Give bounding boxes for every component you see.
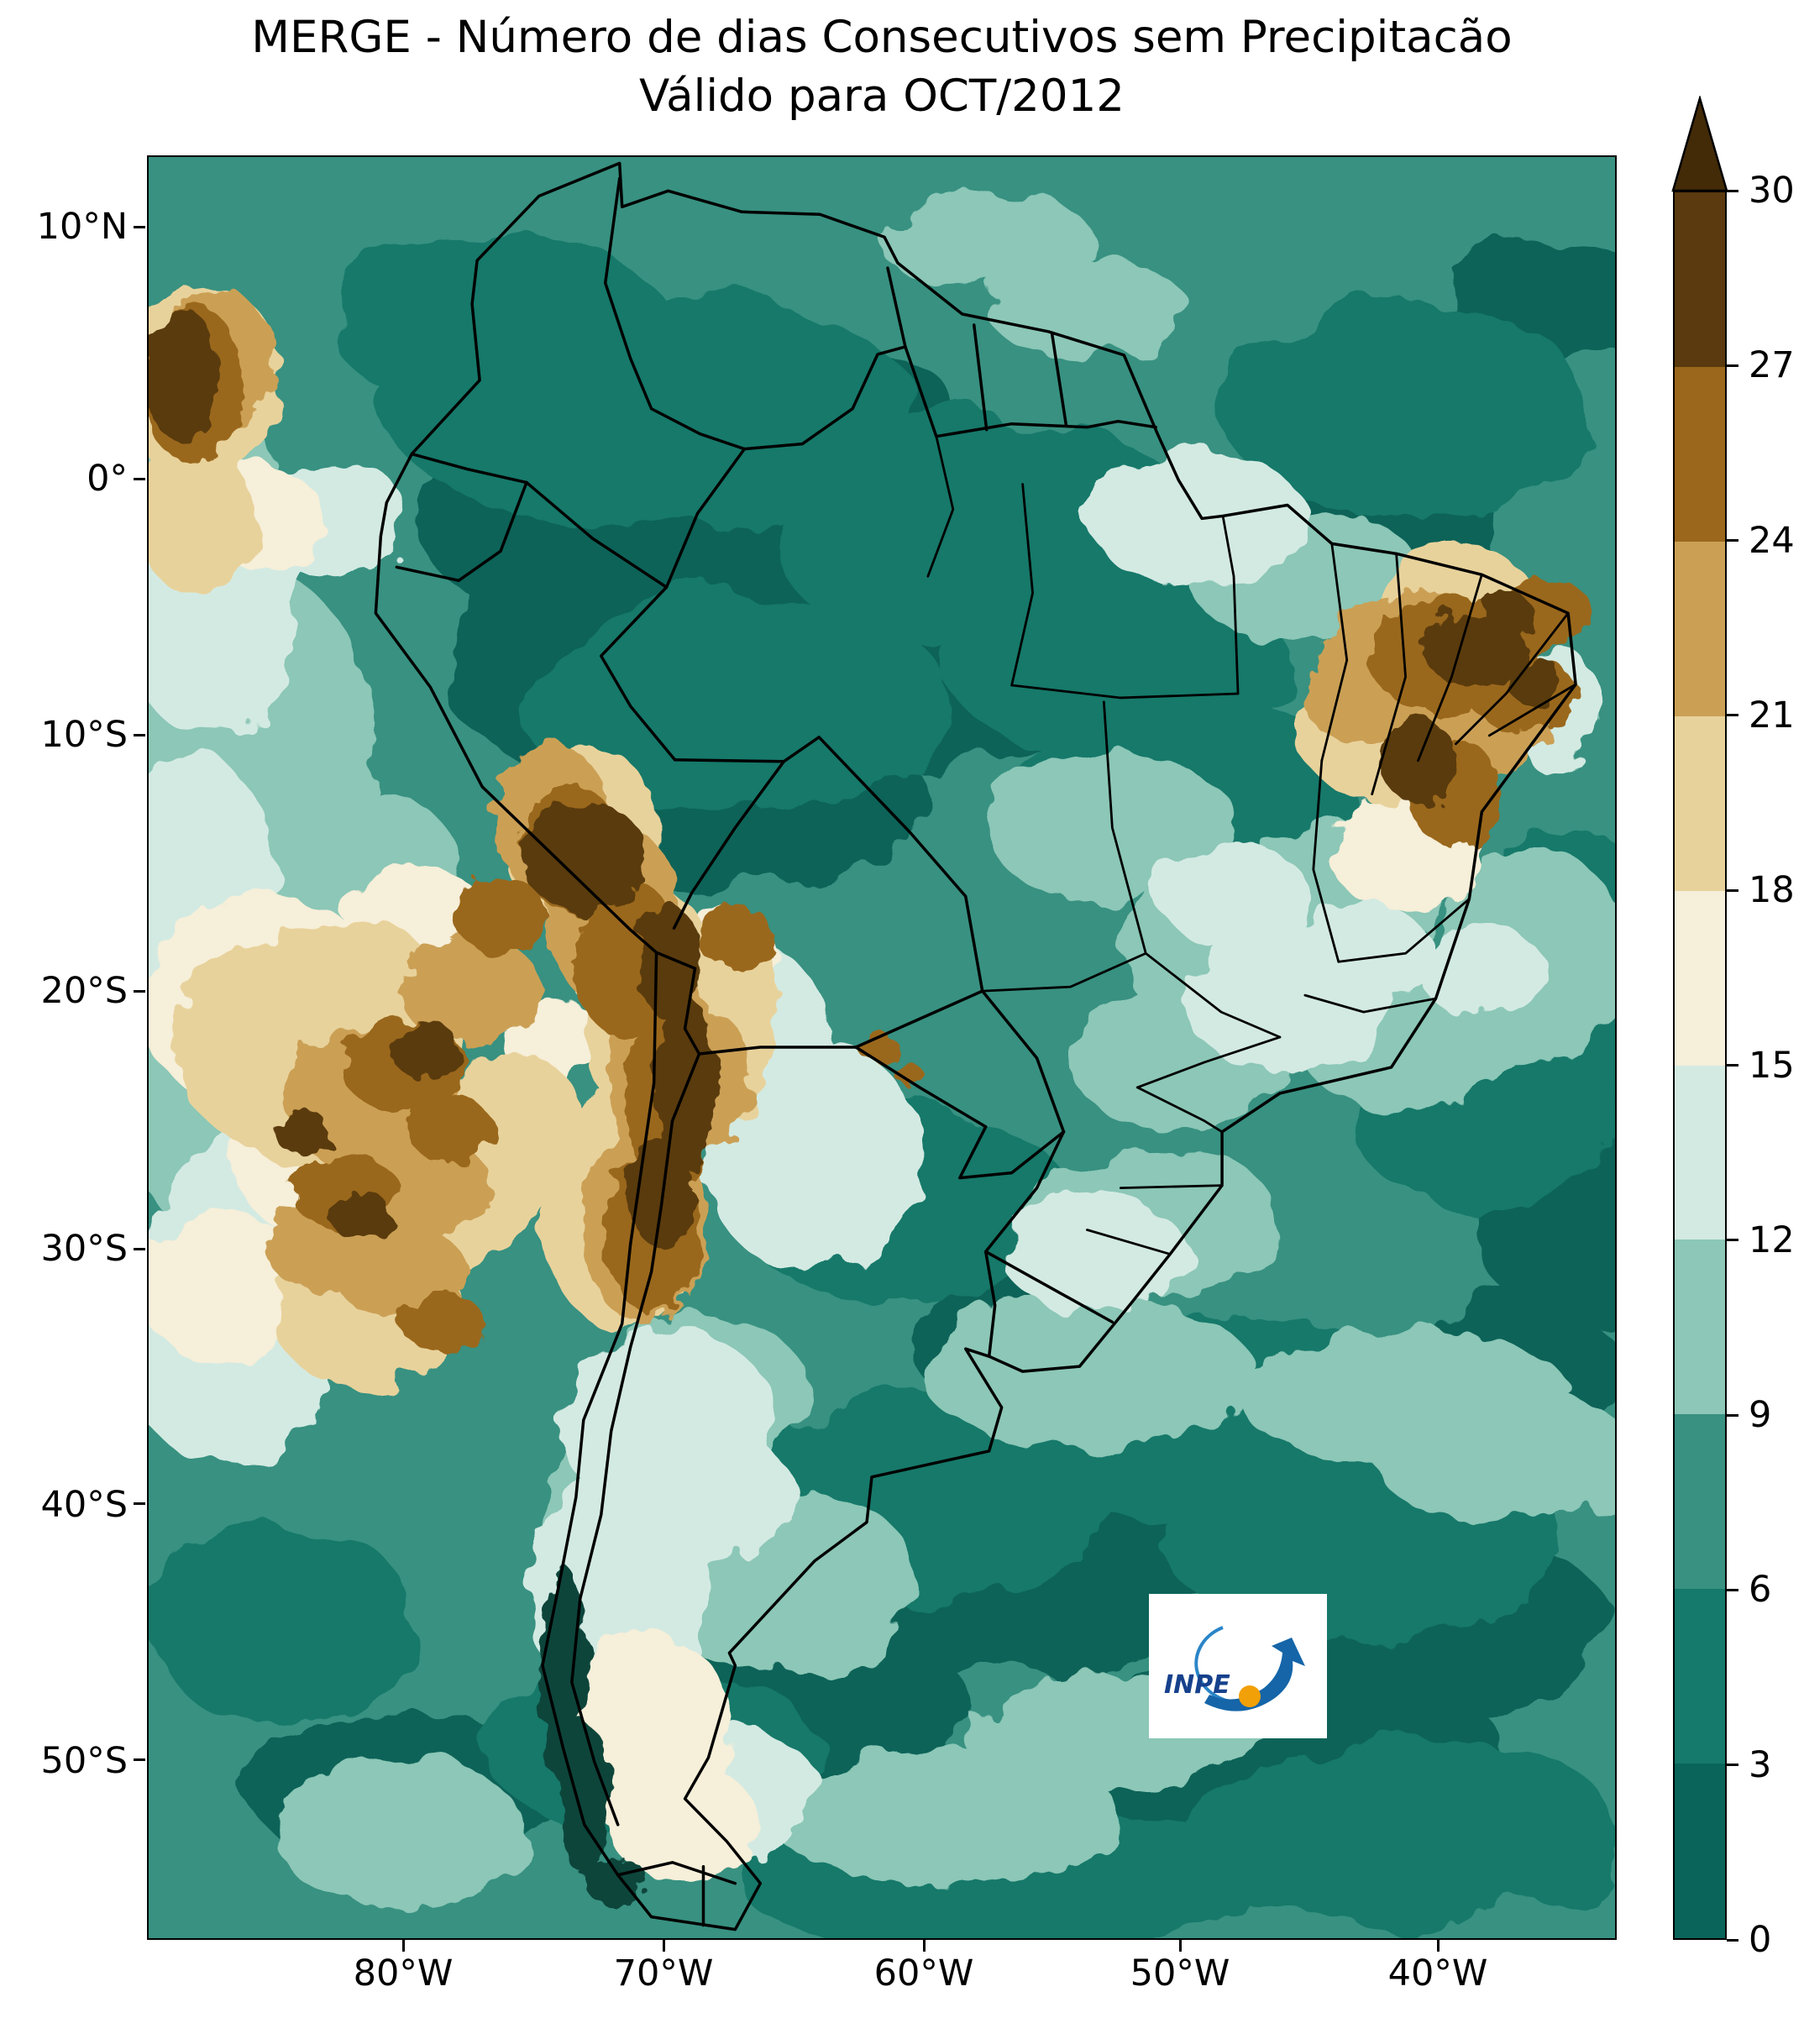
colorbar-tick-label: 15 <box>1749 1045 1795 1087</box>
x-tick-label: 40°W <box>1387 1952 1488 1994</box>
tick-mark <box>134 733 145 736</box>
colorbar-segment <box>1675 1589 1725 1764</box>
tick-mark <box>1436 1940 1440 1952</box>
colorbar-segment <box>1675 1240 1725 1415</box>
tick-mark <box>1727 189 1738 192</box>
y-tick-label: 40°S <box>40 1484 128 1526</box>
colorbar-tick-label: 3 <box>1749 1744 1772 1786</box>
colorbar-tick-label: 30 <box>1749 170 1795 212</box>
tick-mark <box>1727 1588 1738 1591</box>
state-borders <box>926 435 1577 1255</box>
y-tick-label: 10°N <box>36 206 128 248</box>
y-tick-label: 10°S <box>40 714 128 756</box>
colorbar-segments <box>1673 191 1727 1940</box>
tick-mark <box>134 1758 145 1761</box>
map-plot <box>147 155 1617 1940</box>
tick-mark <box>134 477 145 480</box>
x-tick-label: 50°W <box>1130 1952 1230 1994</box>
colorbar-tick-label: 18 <box>1749 869 1795 911</box>
inpe-logo-graphic: INPE <box>1149 1594 1327 1738</box>
inpe-orange-dot-icon <box>1239 1685 1261 1707</box>
colorbar-tick-label: 0 <box>1749 1919 1772 1961</box>
colorbar-segment <box>1675 541 1725 716</box>
colorbar-tick-label: 12 <box>1749 1219 1795 1261</box>
x-tick-label: 80°W <box>353 1952 454 1994</box>
tick-mark <box>1727 714 1738 717</box>
title-line1: MERGE - Número de dias Consecutivos sem … <box>251 12 1513 63</box>
colorbar-tick-label: 21 <box>1749 694 1795 736</box>
colorbar-segment <box>1675 890 1725 1066</box>
tick-mark <box>134 225 145 228</box>
tick-mark <box>1727 1064 1738 1067</box>
x-tick-label: 60°W <box>873 1952 974 1994</box>
raster-darkbrown-patches <box>149 308 1565 1247</box>
tick-mark <box>662 1940 665 1952</box>
inpe-logo-background <box>1149 1594 1327 1738</box>
y-tick-label: 30°S <box>40 1228 128 1270</box>
colorbar-segment <box>1675 1764 1725 1939</box>
tick-mark <box>1178 1940 1182 1952</box>
tick-mark <box>922 1940 926 1952</box>
y-tick-label: 0° <box>87 458 128 500</box>
tick-mark <box>1727 1764 1738 1767</box>
tick-mark <box>134 989 145 993</box>
south-america-coastline <box>374 161 1577 1931</box>
colorbar-tick-label: 24 <box>1749 520 1795 562</box>
y-tick-label: 50°S <box>40 1740 128 1782</box>
inpe-logo: INPE <box>1149 1594 1327 1738</box>
colorbar-arrow-shape <box>1671 96 1728 192</box>
colorbar-segment <box>1675 715 1725 891</box>
title-line2: Válido para OCT/2012 <box>638 70 1125 122</box>
tick-mark <box>134 1502 145 1505</box>
tick-mark <box>401 1940 405 1952</box>
tick-mark <box>1727 1413 1738 1417</box>
inpe-arrow-icon <box>1204 1638 1305 1711</box>
tick-mark <box>1727 1938 1738 1942</box>
tick-mark <box>1727 364 1738 367</box>
country-borders <box>395 176 1157 1927</box>
colorbar-segment <box>1675 192 1725 367</box>
y-tick-label: 20°S <box>40 970 128 1012</box>
precipitation-map <box>149 157 1615 1938</box>
tick-mark <box>1727 539 1738 542</box>
coastline-borders <box>374 161 1577 1931</box>
tick-mark <box>134 1247 145 1250</box>
tick-mark <box>1727 1239 1738 1242</box>
inpe-logo-text: INPE <box>1164 1670 1230 1700</box>
x-tick-label: 70°W <box>613 1952 714 1994</box>
colorbar-segment <box>1675 1065 1725 1240</box>
colorbar-over-arrow <box>1671 96 1728 192</box>
colorbar-tick-label: 9 <box>1749 1394 1772 1436</box>
colorbar-tick-label: 27 <box>1749 344 1795 386</box>
colorbar-segment <box>1675 1414 1725 1590</box>
figure-title: MERGE - Número de dias Consecutivos sem … <box>147 8 1617 126</box>
tick-mark <box>1727 888 1738 892</box>
colorbar-tick-label: 6 <box>1749 1569 1772 1611</box>
colorbar-segment <box>1675 366 1725 542</box>
